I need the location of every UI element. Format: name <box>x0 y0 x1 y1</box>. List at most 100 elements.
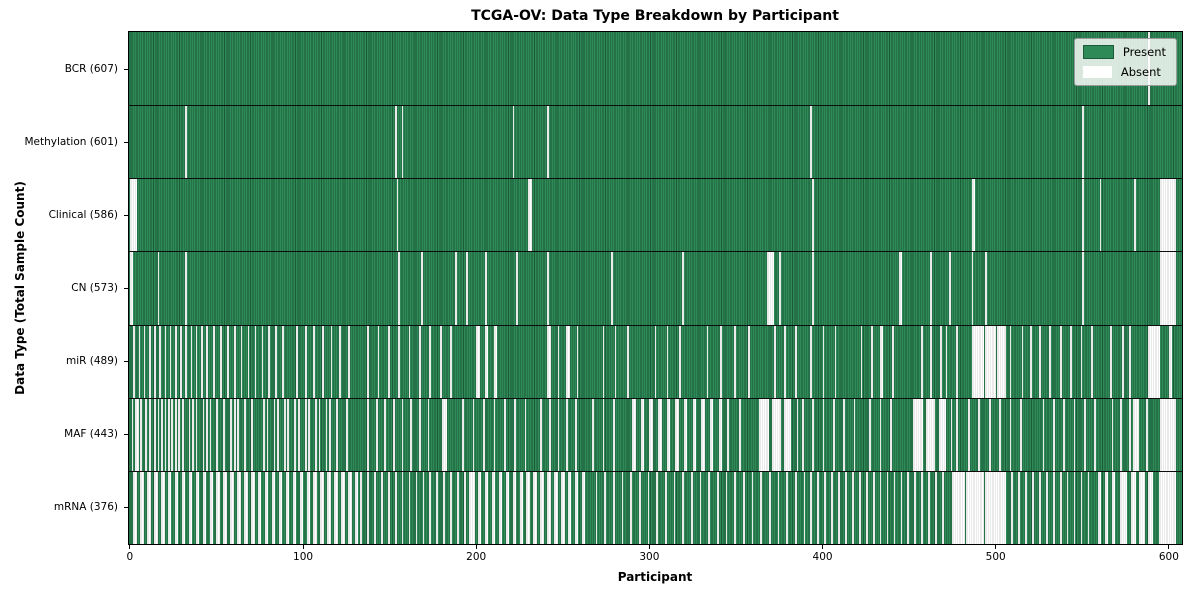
absent-stripe <box>292 471 297 544</box>
absent-stripe <box>237 398 239 471</box>
absent-stripe <box>1070 325 1072 398</box>
absent-stripe <box>626 325 629 398</box>
absent-stripe <box>649 398 653 471</box>
absent-stripe <box>422 471 425 544</box>
absent-stripe <box>1148 471 1154 544</box>
absent-stripe <box>185 106 188 179</box>
absent-stripe <box>630 471 633 544</box>
absent-stripe <box>169 325 172 398</box>
absent-stripe <box>384 398 387 471</box>
absent-stripe <box>174 471 179 544</box>
absent-stripe <box>948 252 951 325</box>
absent-stripe <box>271 471 276 544</box>
absent-stripe <box>548 398 551 471</box>
absent-stripe <box>296 325 298 398</box>
absent-stripe <box>985 325 996 398</box>
absent-stripe <box>760 471 762 544</box>
absent-stripe <box>640 398 645 471</box>
absent-stripe <box>971 325 984 398</box>
absent-stripe <box>950 398 953 471</box>
absent-stripe <box>621 471 624 544</box>
absent-stripe <box>810 471 813 544</box>
absent-stripe <box>912 398 923 471</box>
absent-stripe <box>476 325 480 398</box>
absent-stripe <box>739 398 742 471</box>
absent-stripe <box>181 471 186 544</box>
absent-stripe <box>865 471 868 544</box>
y-tick-mark <box>124 214 128 216</box>
absent-stripe <box>154 325 156 398</box>
absent-stripe <box>666 325 669 398</box>
absent-stripe <box>656 471 659 544</box>
absent-stripe <box>898 252 903 325</box>
absent-stripe <box>710 398 714 471</box>
x-axis-label: Participant <box>617 570 693 584</box>
absent-stripe <box>374 471 376 544</box>
absent-stripe <box>188 398 191 471</box>
absent-stripe <box>774 325 776 398</box>
absent-stripe <box>968 398 970 471</box>
legend-label-present: Present <box>1122 45 1166 59</box>
absent-stripe <box>1059 325 1062 398</box>
row-MAF <box>129 397 1182 471</box>
absent-stripe <box>1082 252 1085 325</box>
absent-stripe <box>751 471 754 544</box>
absent-stripe <box>768 471 771 544</box>
absent-stripe <box>988 398 991 471</box>
absent-stripe <box>219 325 222 398</box>
absent-stripe <box>341 471 345 544</box>
absent-stripe <box>129 179 137 252</box>
absent-stripe <box>879 325 884 398</box>
absent-stripe <box>1066 471 1069 544</box>
absent-stripe <box>348 325 350 398</box>
absent-stripe <box>684 398 688 471</box>
absent-stripe <box>450 471 452 544</box>
absent-stripe <box>834 325 837 398</box>
x-tick-mark <box>1168 545 1170 549</box>
absent-stripe <box>472 398 475 471</box>
absent-stripe <box>786 471 788 544</box>
absent-stripe <box>658 398 662 471</box>
absent-stripe <box>148 325 151 398</box>
absent-stripe <box>429 471 432 544</box>
absent-stripe <box>647 471 650 544</box>
legend-swatch-absent-icon <box>1082 66 1112 78</box>
absent-stripe <box>1011 471 1014 544</box>
absent-stripe <box>1130 471 1136 544</box>
absent-stripe <box>817 471 820 544</box>
absent-stripe <box>935 471 937 544</box>
absent-stripe <box>1122 325 1124 398</box>
absent-stripe <box>611 252 614 325</box>
absent-stripe <box>264 471 269 544</box>
absent-stripe <box>308 398 310 471</box>
absent-stripe <box>258 471 262 544</box>
absent-stripe <box>1052 398 1055 471</box>
absent-stripe <box>387 325 390 398</box>
absent-stripe <box>1082 179 1085 252</box>
absent-stripe <box>1045 471 1048 544</box>
absent-stripe <box>554 471 558 544</box>
y-tick-label: Clinical (586) <box>48 208 118 221</box>
absent-stripe <box>223 471 227 544</box>
y-tick-mark <box>124 68 128 70</box>
absent-stripe <box>725 471 728 544</box>
absent-stripe <box>1021 325 1024 398</box>
absent-stripe <box>377 325 380 398</box>
legend-entry-absent: Absent <box>1082 65 1166 79</box>
absent-stripe <box>557 325 560 398</box>
x-tick-label: 400 <box>812 551 833 563</box>
absent-stripe <box>190 325 193 398</box>
absent-stripe <box>195 398 198 471</box>
absent-stripe <box>1059 471 1062 544</box>
absent-stripe <box>516 252 518 325</box>
x-tick-mark <box>995 545 997 549</box>
absent-stripe <box>131 398 134 471</box>
absent-stripe <box>772 398 782 471</box>
absent-stripe <box>443 471 446 544</box>
absent-stripe <box>666 398 671 471</box>
absent-stripe <box>133 325 136 398</box>
absent-stripe <box>701 398 705 471</box>
absent-stripe <box>154 471 158 544</box>
absent-stripe <box>1120 471 1128 544</box>
absent-stripe <box>455 252 458 325</box>
